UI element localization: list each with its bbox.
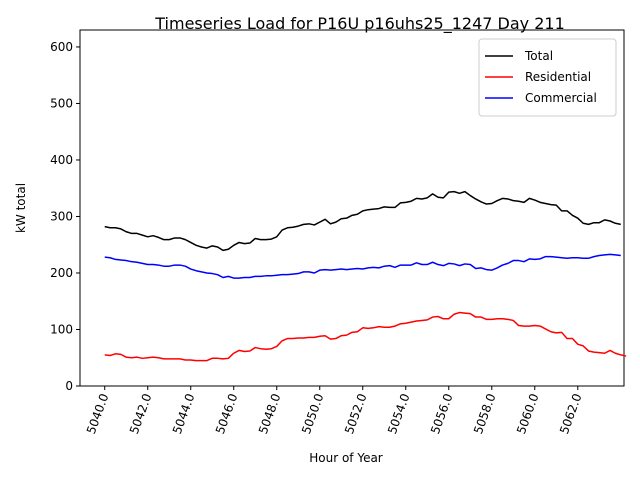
- legend-box: [478, 38, 617, 117]
- y-tick-label: 100: [50, 322, 73, 336]
- legend-label-commercial: Commercial: [525, 91, 597, 105]
- y-tick-label: 500: [50, 96, 73, 110]
- legend-label-total: Total: [524, 49, 553, 63]
- series-line-commercial: [104, 253, 621, 279]
- plot-frame: [79, 29, 625, 387]
- y-tick-label: 300: [50, 209, 73, 223]
- y-axis-ticks: 0 100 200 300 400 500 600: [50, 40, 80, 393]
- series-line-residential: [104, 311, 627, 362]
- x-axis-label: Hour of Year: [309, 451, 383, 465]
- y-tick-label: 0: [65, 379, 73, 393]
- y-tick-label: 400: [50, 153, 73, 167]
- y-axis-label: kW total: [14, 183, 28, 233]
- y-tick-label: 600: [50, 40, 73, 54]
- series-lines: [104, 190, 627, 362]
- chart-title: Timeseries Load for P16U p16uhs25_1247 D…: [154, 14, 565, 34]
- series-line-total: [104, 190, 621, 252]
- legend: Total Residential Commercial: [478, 38, 617, 117]
- y-tick-label: 200: [50, 266, 73, 280]
- legend-label-residential: Residential: [525, 70, 591, 84]
